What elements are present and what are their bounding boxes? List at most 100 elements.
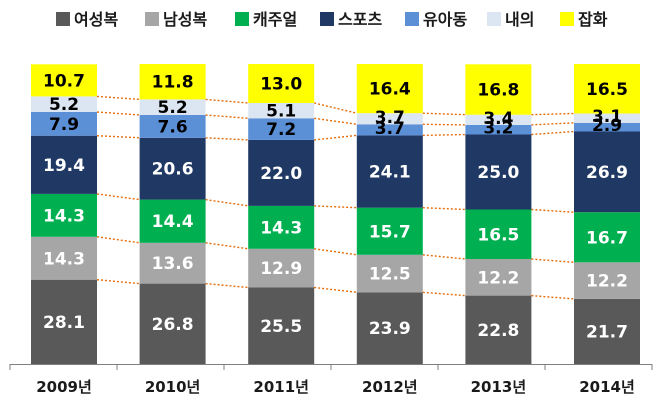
bar-1-6	[139, 64, 206, 100]
bar-5-2	[574, 212, 640, 263]
value-label-4-3: 25.0	[477, 163, 519, 183]
bar-4-3	[465, 134, 532, 210]
value-label-1-0: 26.8	[152, 315, 194, 335]
bar-1-1	[139, 242, 206, 284]
value-label-2-1: 12.9	[260, 259, 302, 279]
bar-3-6	[356, 64, 423, 114]
connector-lines	[96, 95, 575, 300]
connector-1-3	[422, 254, 466, 260]
value-label-5-6: 16.5	[586, 80, 628, 100]
connector-0-0	[96, 279, 140, 285]
value-label-5-4: 2.9	[592, 116, 622, 136]
connector-4-3	[422, 123, 466, 126]
value-label-3-4: 3.7	[375, 119, 405, 139]
value-label-4-6: 16.8	[477, 81, 519, 101]
legend-swatch-1	[145, 12, 159, 26]
connector-5-1	[205, 98, 249, 104]
bar-5-5	[574, 113, 640, 123]
x-tick-label-2: 2011년	[253, 378, 309, 396]
value-labels: 28.114.314.319.47.95.210.726.813.614.420…	[43, 71, 628, 342]
value-label-0-5: 5.2	[49, 95, 79, 115]
value-label-2-3: 22.0	[260, 164, 302, 184]
value-label-0-0: 28.1	[43, 313, 85, 333]
x-tick-label-4: 2013년	[471, 378, 527, 396]
connector-2-3	[422, 207, 466, 211]
bar-0-0	[31, 279, 97, 364]
bar-0-3	[31, 135, 97, 194]
bar-2-2	[248, 205, 315, 249]
connector-1-4	[531, 258, 575, 263]
connector-5-4	[531, 112, 575, 116]
value-label-2-0: 25.5	[260, 317, 302, 337]
legend-label-3: 스포츠	[338, 10, 382, 29]
value-label-2-6: 13.0	[260, 75, 302, 95]
connector-2-1	[205, 198, 249, 207]
connector-5-3	[422, 112, 466, 116]
connector-3-1	[205, 137, 249, 141]
bar-3-3	[356, 135, 423, 208]
bar-1-3	[139, 137, 206, 200]
bar-5-0	[574, 298, 640, 364]
x-tick-label-0: 2009년	[36, 378, 92, 396]
legend-swatch-4	[405, 12, 419, 26]
value-label-1-1: 13.6	[152, 254, 194, 274]
value-label-3-3: 24.1	[369, 163, 411, 183]
value-label-1-4: 7.6	[158, 117, 188, 137]
value-label-1-2: 14.4	[152, 212, 194, 232]
value-label-0-6: 10.7	[43, 71, 85, 91]
value-label-2-5: 5.1	[266, 102, 296, 122]
legend-label-4: 유아동	[423, 10, 467, 29]
connector-4-4	[531, 122, 575, 126]
bar-4-6	[465, 64, 532, 115]
bar-3-1	[356, 254, 423, 293]
legend-label-6: 잡화	[578, 10, 608, 29]
connector-4-1	[205, 114, 249, 119]
connector-0-3	[422, 291, 466, 297]
value-label-4-5: 3.4	[483, 109, 513, 129]
value-label-1-3: 20.6	[152, 160, 194, 180]
value-label-3-6: 16.4	[369, 80, 411, 100]
value-label-3-1: 12.5	[369, 265, 411, 285]
value-label-1-6: 11.8	[152, 73, 194, 93]
value-label-0-1: 14.3	[43, 249, 85, 269]
connector-3-3	[422, 133, 466, 137]
value-label-5-5: 3.1	[592, 107, 622, 127]
value-label-4-2: 16.5	[477, 225, 519, 245]
legend-swatch-5	[487, 12, 501, 26]
bar-3-5	[356, 113, 423, 125]
bar-5-3	[574, 131, 640, 213]
bar-2-6	[248, 64, 315, 103]
value-label-4-1: 12.2	[477, 268, 519, 288]
bar-3-0	[356, 292, 423, 364]
value-label-5-1: 12.2	[586, 272, 628, 292]
x-tick-label-5: 2014년	[579, 378, 635, 396]
bar-0-5	[31, 96, 97, 112]
legend-swatch-2	[235, 12, 249, 26]
bar-2-3	[248, 139, 315, 206]
connector-0-4	[531, 294, 575, 300]
legend-swatch-0	[56, 12, 70, 26]
value-label-5-0: 21.7	[586, 322, 628, 342]
value-label-3-2: 15.7	[369, 222, 411, 242]
bar-0-2	[31, 193, 97, 237]
bars	[31, 64, 640, 364]
bar-5-6	[574, 64, 640, 114]
legend-label-1: 남성복	[163, 10, 207, 29]
connector-0-1	[205, 282, 249, 289]
connector-3-2	[314, 134, 357, 141]
bar-0-6	[31, 64, 97, 97]
bar-3-2	[356, 207, 423, 255]
connector-2-4	[531, 208, 575, 213]
value-label-2-4: 7.2	[266, 120, 296, 140]
legend-swatch-3	[320, 12, 334, 26]
bar-4-2	[465, 209, 532, 259]
legend-label-2: 캐주얼	[253, 10, 297, 29]
bar-2-0	[248, 287, 315, 364]
bar-4-5	[465, 114, 532, 125]
bar-2-4	[248, 118, 315, 140]
connector-4-0	[96, 111, 140, 116]
value-label-0-4: 7.9	[49, 115, 79, 135]
bar-1-2	[139, 199, 206, 243]
connector-0-2	[314, 286, 357, 293]
connector-3-4	[531, 130, 575, 136]
